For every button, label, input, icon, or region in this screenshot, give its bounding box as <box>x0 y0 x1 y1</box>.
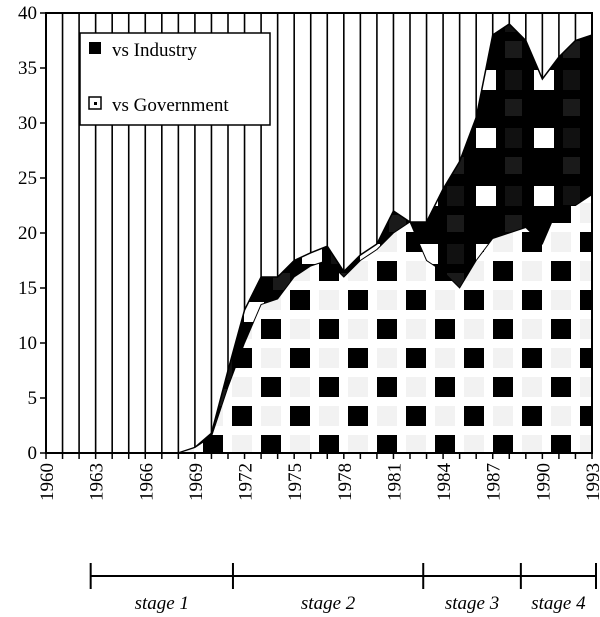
x-tick-label: 1990 <box>533 463 554 501</box>
x-tick-label: 1966 <box>136 463 157 501</box>
stage-bar: stage 1 stage 2 stage 3 stage 4 <box>89 563 597 614</box>
legend-swatch-government-dot <box>94 102 97 105</box>
x-tick-label: 1987 <box>484 463 505 501</box>
y-tick-label: 15 <box>18 278 37 299</box>
x-tick-label: 1981 <box>384 463 405 501</box>
x-tick-label: 1963 <box>87 463 108 501</box>
y-tick-label: 30 <box>18 113 37 134</box>
y-tick-label: 25 <box>18 168 37 189</box>
x-tick-label: 1960 <box>37 463 58 501</box>
y-tick-label: 35 <box>18 58 37 79</box>
stage-label: stage 3 <box>445 593 499 614</box>
legend-label-government: vs Government <box>112 95 229 116</box>
y-tick-label: 0 <box>28 443 38 464</box>
x-tick-label: 1984 <box>434 463 455 502</box>
x-tick-label: 1975 <box>285 463 306 501</box>
x-tick-label: 1978 <box>335 463 356 501</box>
area-layer <box>46 23 592 453</box>
x-axis-ticks: 1960 1963 1966 1969 1972 1975 1978 1981 1984 1987… <box>37 453 600 501</box>
stage-label: stage 4 <box>531 593 586 614</box>
y-axis-ticks: 0 5 10 15 20 25 30 35 40 <box>18 3 46 464</box>
legend-box <box>79 32 271 126</box>
series-area-vs-government <box>46 193 592 453</box>
legend-label-industry: vs Industry <box>112 40 197 61</box>
legend-swatch-industry <box>89 42 101 54</box>
y-tick-label: 5 <box>28 388 38 409</box>
x-tick-label: 1969 <box>186 463 207 501</box>
legend: vs Industry vs Government <box>79 32 271 126</box>
stage-label: stage 2 <box>301 593 356 614</box>
x-tick-label: 1972 <box>236 463 257 501</box>
y-tick-label: 40 <box>18 3 37 24</box>
y-tick-label: 20 <box>18 223 37 244</box>
x-tick-label: 1993 <box>583 463 600 501</box>
stage-label: stage 1 <box>135 593 189 614</box>
y-tick-label: 10 <box>18 333 37 354</box>
